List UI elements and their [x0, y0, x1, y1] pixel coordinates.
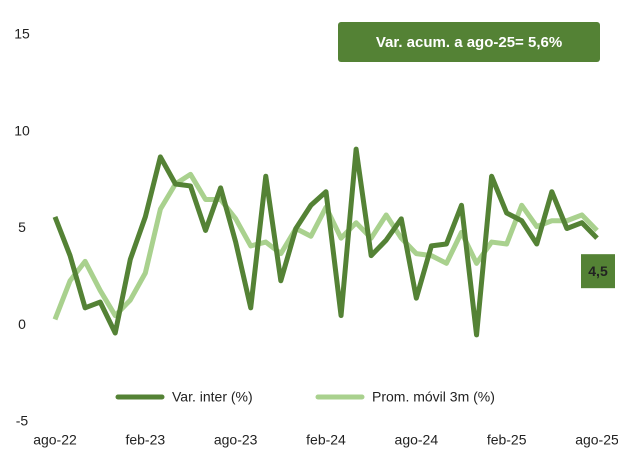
y-tick-label: 15	[14, 26, 30, 42]
legend-label: Var. inter (%)	[172, 389, 253, 405]
x-tick-label: ago-22	[33, 432, 77, 448]
value-label: 4,5	[588, 263, 608, 279]
x-tick-label: ago-23	[214, 432, 258, 448]
y-tick-label: 0	[18, 316, 26, 332]
x-tick-label: ago-25	[575, 432, 618, 448]
y-tick-label: 5	[18, 219, 26, 235]
y-tick-label: -5	[16, 413, 29, 429]
annotation-box	[338, 22, 600, 62]
legend-label: Prom. móvil 3m (%)	[372, 389, 495, 405]
x-tick-label: feb-23	[125, 432, 165, 448]
series-line	[52, 146, 599, 338]
annotation: Var. acum. a ago-25= 5,6%	[376, 34, 562, 51]
x-tick-label: feb-24	[306, 432, 346, 448]
x-tick-label: ago-24	[395, 432, 439, 448]
x-tick-label: feb-25	[487, 432, 527, 448]
y-tick-label: 10	[14, 122, 30, 138]
value-label-box	[581, 254, 615, 289]
